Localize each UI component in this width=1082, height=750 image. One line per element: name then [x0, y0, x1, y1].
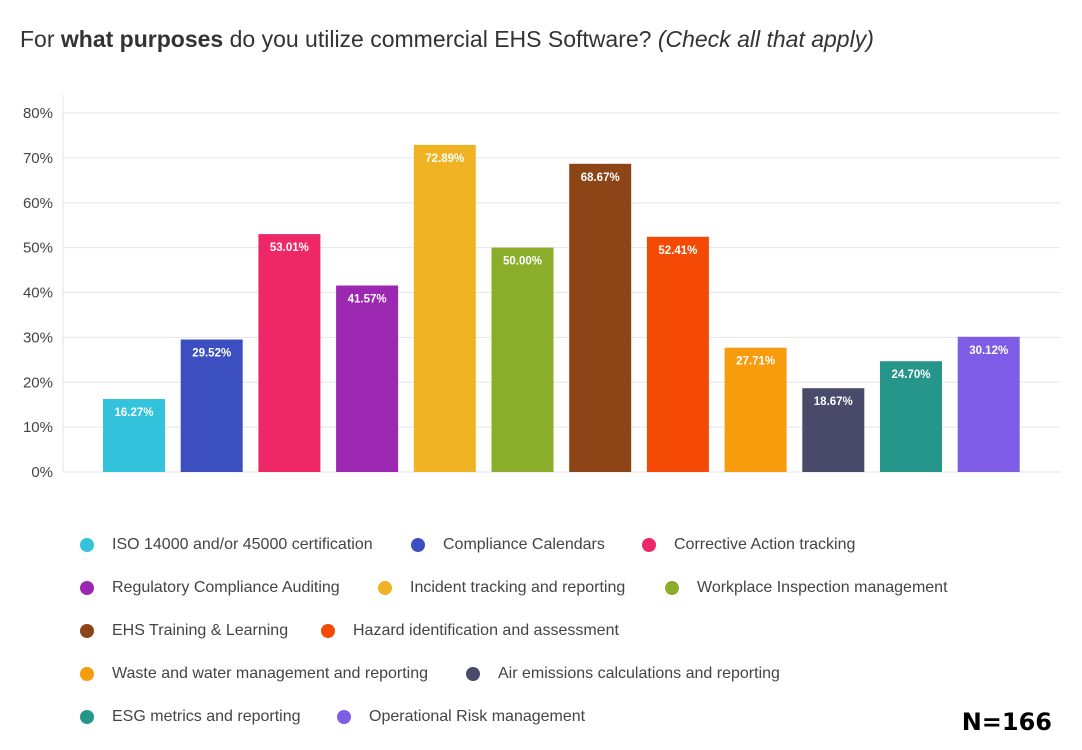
y-tick-label: 70%: [23, 150, 53, 167]
bars: [103, 144, 1020, 473]
y-tick-label: 10%: [23, 419, 53, 436]
bar: [180, 339, 243, 472]
data-label: 27.71%: [736, 356, 775, 368]
bar: [569, 163, 632, 473]
y-tick-label: 50%: [23, 240, 53, 257]
y-tick-label: 60%: [23, 195, 53, 212]
sample-size: N=166: [961, 708, 1052, 736]
data-label: 30.12%: [969, 345, 1008, 357]
bar: [957, 336, 1020, 472]
data-label: 29.52%: [192, 348, 231, 360]
bar: [491, 247, 554, 472]
y-tick-label: 80%: [23, 105, 53, 122]
data-label: 18.67%: [814, 396, 853, 408]
bar: [258, 234, 321, 472]
bar: [880, 361, 942, 472]
bar: [724, 347, 787, 472]
bar: [336, 285, 399, 472]
data-label: 53.01%: [270, 242, 309, 254]
y-axis: 0% 10% 20% 30% 40% 50% 60% 70% 80%: [23, 95, 64, 481]
y-tick-label: 40%: [23, 285, 53, 302]
chart-title: For what purposes do you utilize commerc…: [20, 26, 874, 52]
bar: [646, 236, 709, 472]
data-labels: 16.27% 29.52% 53.01% 41.57% 72.89% 50.00% 68.6…: [114, 153, 1008, 419]
data-label: 24.70%: [891, 369, 930, 381]
y-tick-label: 0%: [31, 464, 53, 481]
bar: [413, 144, 476, 472]
data-label: 41.57%: [348, 294, 387, 306]
y-tick-label: 30%: [23, 329, 53, 346]
data-label: 68.67%: [581, 172, 620, 184]
bar: [802, 388, 865, 472]
data-label: 52.41%: [658, 245, 697, 257]
y-tick-label: 20%: [23, 374, 53, 391]
data-label: 72.89%: [425, 153, 464, 165]
bar: [103, 399, 165, 472]
data-label: 50.00%: [503, 256, 542, 268]
data-label: 16.27%: [114, 407, 153, 419]
